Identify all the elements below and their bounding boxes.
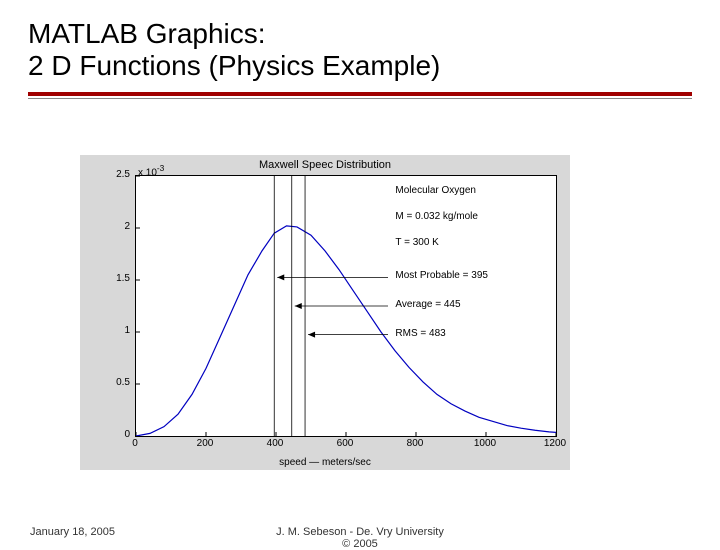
x-tick: 0: [120, 438, 150, 449]
chart-annotation: Molecular Oxygen: [395, 185, 476, 196]
plot-svg: [136, 176, 556, 436]
y-tick: 1: [90, 325, 130, 336]
slide: MATLAB Graphics: 2 D Functions (Physics …: [0, 0, 720, 540]
title-line2: 2 D Functions (Physics Example): [28, 50, 440, 81]
slide-title: MATLAB Graphics: 2 D Functions (Physics …: [0, 0, 720, 88]
y-tick: 2.5: [90, 169, 130, 180]
x-tick: 1000: [470, 438, 500, 449]
chart-figure: Maxwell Speec Distribution x 10-3 00.511…: [80, 155, 570, 470]
chart-annotation: T = 300 K: [395, 237, 438, 248]
x-tick: 1200: [540, 438, 570, 449]
title-line1: MATLAB Graphics:: [28, 18, 266, 49]
x-tick: 600: [330, 438, 360, 449]
title-underline-thick: [28, 92, 692, 96]
y-tick: 2: [90, 221, 130, 232]
x-axis-label: speed — meters/sec: [80, 457, 570, 468]
y-tick: 1.5: [90, 273, 130, 284]
title-underline-thin: [28, 98, 692, 99]
chart-annotation: M = 0.032 kg/mole: [395, 211, 478, 222]
plot-area: [135, 175, 557, 437]
x-tick: 800: [400, 438, 430, 449]
chart-annotation: RMS = 483: [395, 328, 445, 339]
y-tick: 0.5: [90, 377, 130, 388]
x-tick: 200: [190, 438, 220, 449]
chart-annotation: Average = 445: [395, 299, 460, 310]
x-tick: 400: [260, 438, 290, 449]
footer-center: J. M. Sebeson - De. Vry University © 200…: [0, 526, 720, 550]
chart-annotation: Most Probable = 395: [395, 270, 488, 281]
